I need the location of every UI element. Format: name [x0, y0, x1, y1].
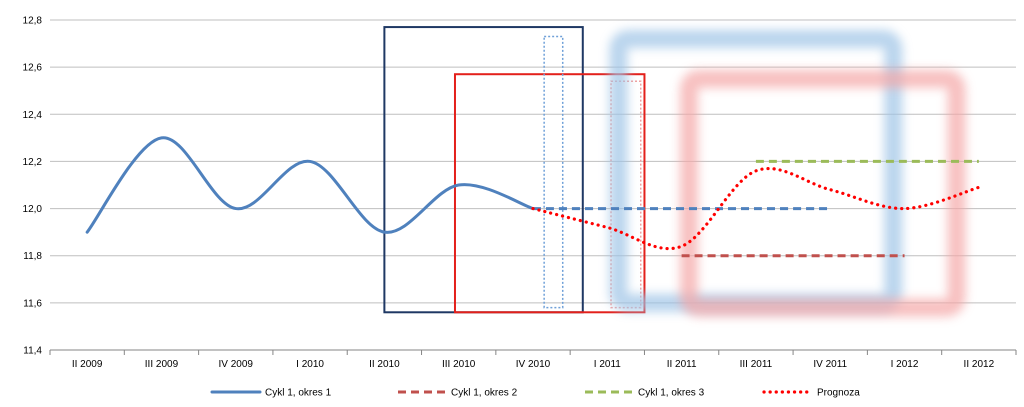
x-tick-label: I 2011	[594, 359, 621, 370]
y-tick-label: 12,0	[23, 204, 43, 215]
legend-label: Cykl 1, okres 1	[265, 388, 332, 399]
highlight-rectangles	[383, 26, 966, 317]
legend-label: Cykl 1, okres 2	[451, 388, 518, 399]
y-tick-label: 12,6	[23, 63, 43, 74]
x-tick-label: II 2009	[72, 359, 103, 370]
x-tick-label: IV 2010	[516, 359, 551, 370]
series-line-cykl-1-okres-1-0	[85, 136, 535, 234]
x-tick-label: II 2012	[964, 359, 995, 370]
rect-red-blur	[680, 69, 966, 317]
x-tick-label: III 2009	[145, 359, 179, 370]
y-tick-label: 11,8	[23, 251, 42, 262]
y-tick-label: 11,4	[23, 346, 42, 357]
series-line-prognoza-4	[531, 166, 981, 251]
y-tick-label: 12,4	[23, 110, 43, 121]
x-tick-label: IV 2011	[813, 359, 847, 370]
x-tick-label: I 2012	[891, 359, 919, 370]
x-tick-label: II 2010	[369, 359, 400, 370]
legend-label: Prognoza	[817, 388, 860, 399]
legend-label: Cykl 1, okres 3	[638, 388, 705, 399]
x-tick-label: IV 2009	[219, 359, 254, 370]
rect-red	[453, 73, 646, 314]
axes: 11,4 11,6 11,8 12,0 12,2 12,4 12,6 12,8 II 2009 I…	[23, 16, 1017, 370]
y-tick-label: 12,8	[23, 16, 43, 27]
gridlines	[50, 19, 1016, 304]
x-tick-label: III 2011	[740, 359, 773, 370]
x-tick-label: III 2010	[442, 359, 476, 370]
y-tick-label: 12,2	[23, 157, 43, 168]
legend: Cykl 1, okres 1 Cykl 1, okres 2 Cykl 1, ok…	[210, 388, 860, 399]
x-tick-label: II 2011	[667, 359, 697, 370]
rect-blue-dotted	[543, 35, 564, 309]
x-tick-label: I 2010	[296, 359, 324, 370]
y-tick-label: 11,6	[23, 298, 42, 309]
rect-navy	[383, 26, 584, 314]
series-lines	[85, 136, 981, 258]
